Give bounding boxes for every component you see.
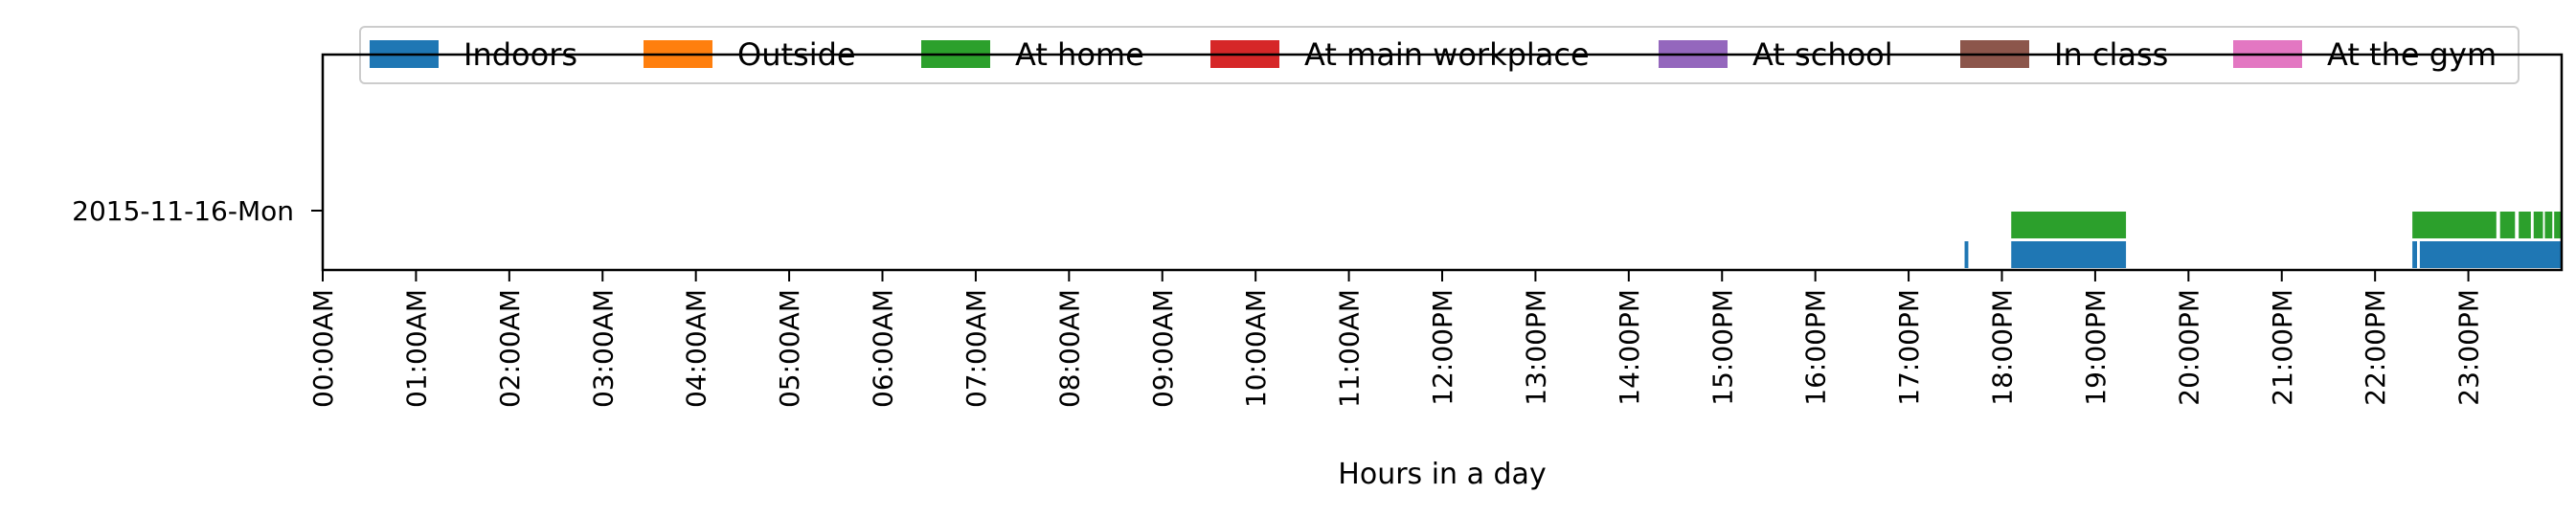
x-tick-label: 18:00PM: [1987, 289, 2019, 406]
plot-frame: [321, 53, 2564, 272]
bar-at-home: [2533, 212, 2543, 238]
x-tick-label: 08:00AM: [1053, 289, 1085, 408]
x-axis-ticks: 00:00AM 01:00AM 02:00AM 03:00AM 04:00AM 05:00…: [307, 270, 2485, 408]
x-tick-label: 17:00PM: [1893, 289, 1925, 406]
x-tick-label: 09:00AM: [1147, 289, 1179, 408]
bar-indoors: [1964, 241, 1969, 268]
x-tick-label: 19:00PM: [2080, 289, 2112, 406]
x-tick-label: 03:00AM: [587, 289, 619, 408]
x-tick-label: 14:00PM: [1614, 289, 1645, 406]
bar-at-home: [2544, 212, 2553, 238]
bar-at-home: [2412, 212, 2497, 238]
x-tick-label: 23:00PM: [2453, 289, 2485, 406]
x-tick-label: 15:00PM: [1706, 289, 1738, 406]
x-tick-label: 11:00AM: [1334, 289, 1366, 408]
x-tick-label: 06:00AM: [868, 289, 899, 408]
y-tick-label: 2015-11-16-Mon: [72, 195, 294, 227]
bar-indoors: [2412, 241, 2418, 268]
x-tick-label: 22:00PM: [2360, 289, 2391, 406]
bar-at-home: [2011, 212, 2127, 238]
x-tick-label: 01:00AM: [400, 289, 432, 408]
x-tick-label: 12:00PM: [1427, 289, 1458, 406]
bar-at-home: [2499, 212, 2516, 238]
x-tick-label: 13:00PM: [1520, 289, 1551, 406]
y-axis-ticks: 2015-11-16-Mon: [72, 195, 323, 227]
x-tick-label: 00:00AM: [307, 289, 339, 408]
bar-indoors: [2011, 241, 2127, 268]
x-tick-label: 05:00AM: [774, 289, 805, 408]
x-tick-label: 10:00AM: [1240, 289, 1272, 408]
bar-at-home: [2554, 212, 2562, 238]
axes: [321, 53, 2564, 272]
x-tick-label: 21:00PM: [2267, 289, 2298, 406]
timeline-bars: [1964, 212, 2562, 268]
bar-at-home: [2519, 212, 2531, 238]
x-tick-label: 20:00PM: [2173, 289, 2204, 406]
x-tick-label: 07:00AM: [960, 289, 992, 408]
x-tick-label: 02:00AM: [494, 289, 526, 408]
x-tick-label: 04:00AM: [681, 289, 712, 408]
x-tick-label: 16:00PM: [1800, 289, 1832, 406]
x-axis-label: Hours in a day: [1338, 458, 1546, 491]
bar-indoors: [2419, 241, 2562, 268]
